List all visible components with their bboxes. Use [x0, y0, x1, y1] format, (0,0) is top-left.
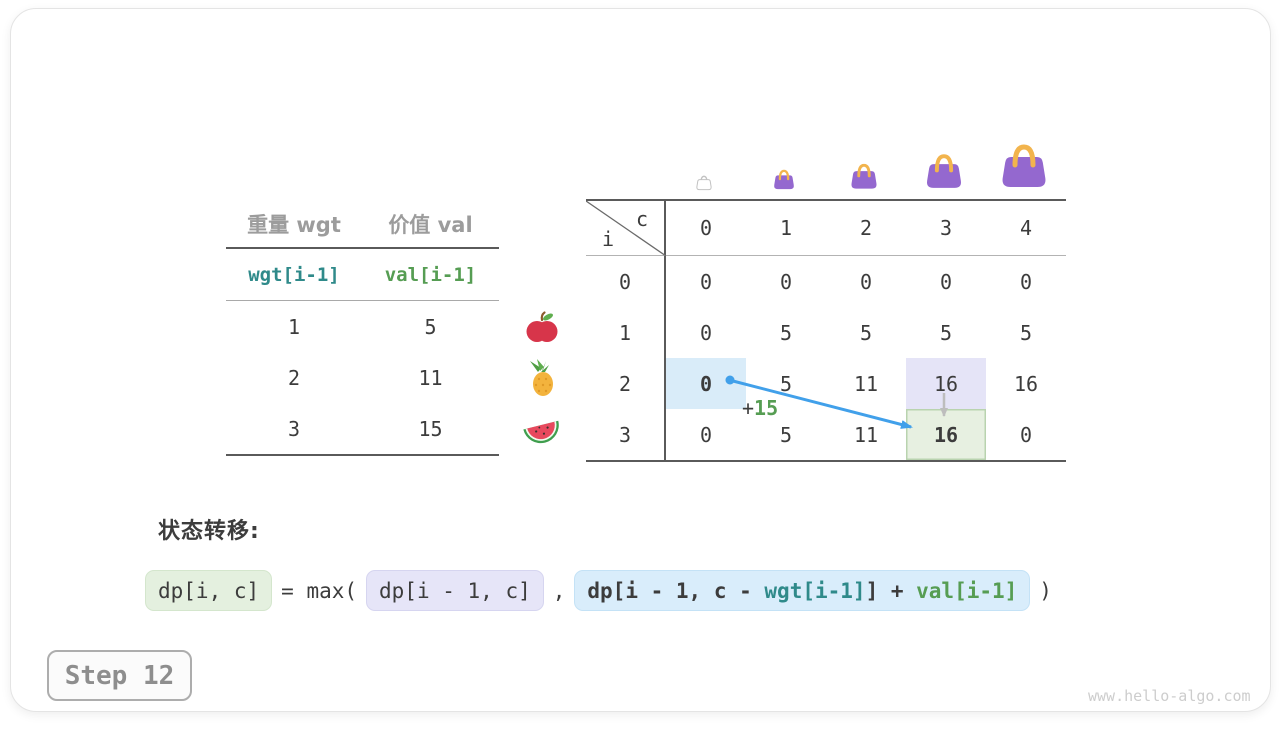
capacity-axis-label: c: [635, 207, 648, 231]
empty-bag-icon: [696, 175, 712, 195]
formula-close-paren: ): [1039, 578, 1052, 603]
dp-cell-r0c4: 0: [1019, 269, 1033, 294]
option2-prefix: dp[i - 1, c -: [587, 578, 765, 603]
dp-row-header-1: 1: [586, 307, 666, 358]
apple-icon: [524, 310, 560, 346]
dp-table-corner: c i: [586, 201, 666, 256]
formula-comma: ,: [552, 578, 566, 603]
item-weight-1: 1: [287, 314, 301, 339]
item-weight-3: 3: [287, 416, 301, 441]
dp-row-header-0: 0: [586, 256, 666, 307]
dp-col-header-3: 3: [906, 201, 986, 256]
dp-cell-r1c2: 5: [859, 320, 873, 345]
watermark: www.hello-algo.com: [1088, 687, 1251, 705]
formula-equals-max: = max(: [281, 578, 358, 603]
pineapple-icon: [524, 359, 560, 396]
diagram-card: 重量 wgt 价值 val wgt[i-1] val[i-1] 1 5 2 11…: [10, 8, 1271, 712]
option2-val-term: val[i-1]: [916, 578, 1018, 603]
bag-icon-size-4: [1000, 143, 1048, 195]
item-weight-2: 2: [287, 365, 301, 390]
formula-option2-chip: dp[i - 1, c - wgt[i-1]] + val[i-1]: [574, 570, 1031, 611]
dp-col-header-4: 4: [986, 201, 1066, 256]
transition-formula: dp[i, c] = max( dp[i - 1, c] , dp[i - 1,…: [145, 570, 1052, 611]
item-table-header-value: 价值 val: [362, 201, 499, 249]
dp-cell-r3c2: 11: [853, 422, 879, 447]
bag-icon-size-1: [773, 169, 795, 195]
dp-cell-r1c0: 0: [699, 320, 713, 345]
step-indicator: Step 12: [47, 650, 192, 701]
dp-col-header-2: 2: [826, 201, 906, 256]
item-axis-label: i: [602, 227, 615, 251]
option2-mid: ] +: [865, 578, 917, 603]
dp-table: c i 0 1 2 3 4 0 0 0 0 0 0 1 0 5 5 5 5 2 …: [586, 199, 1066, 462]
dp-cell-r2c0-source: 0: [666, 358, 746, 409]
dp-cell-r3c1: 5: [779, 422, 793, 447]
formula-option1-chip: dp[i - 1, c]: [366, 570, 544, 611]
bag-icon-size-3: [925, 153, 963, 195]
dp-cell-r0c1: 0: [779, 269, 793, 294]
add-value-annotation: +15: [742, 396, 778, 420]
item-table-wgt-index: wgt[i-1]: [226, 249, 362, 301]
formula-lhs-chip: dp[i, c]: [145, 570, 273, 611]
item-table-header-weight: 重量 wgt: [226, 201, 362, 249]
item-table-val-index: val[i-1]: [362, 249, 499, 301]
item-value-3: 15: [418, 416, 443, 441]
item-value-1: 5: [424, 314, 437, 339]
dp-cell-r0c3: 0: [939, 269, 953, 294]
dp-cell-r2c4: 16: [1013, 371, 1039, 396]
added-value: 15: [754, 396, 779, 420]
transition-heading: 状态转移:: [158, 519, 260, 544]
header-diagonal-line: [586, 201, 666, 256]
dp-cell-r1c4: 5: [1019, 320, 1033, 345]
dp-col-header-1: 1: [746, 201, 826, 256]
item-table: 重量 wgt 价值 val wgt[i-1] val[i-1] 1 5 2 11…: [226, 201, 499, 456]
dp-row-header-2: 2: [586, 358, 666, 409]
dp-cell-r2c2: 11: [853, 371, 879, 396]
dp-col-header-0: 0: [666, 201, 746, 256]
dp-cell-r2c3-candidate: 16: [906, 358, 986, 409]
dp-cell-r1c3: 5: [939, 320, 953, 345]
dp-cell-r1c1: 5: [779, 320, 793, 345]
dp-cell-r3c4: 0: [1019, 422, 1033, 447]
item-value-2: 11: [418, 365, 443, 390]
dp-row-header-3: 3: [586, 409, 666, 460]
plus-sign: +: [742, 396, 755, 420]
dp-cell-r0c0: 0: [699, 269, 713, 294]
option2-wgt-term: wgt[i-1]: [764, 578, 866, 603]
bag-icon-size-2: [850, 163, 878, 195]
dp-cell-r3c0: 0: [699, 422, 713, 447]
watermelon-icon: [522, 412, 559, 448]
dp-cell-r3c3-target: 16: [906, 409, 986, 460]
dp-cell-r0c2: 0: [859, 269, 873, 294]
